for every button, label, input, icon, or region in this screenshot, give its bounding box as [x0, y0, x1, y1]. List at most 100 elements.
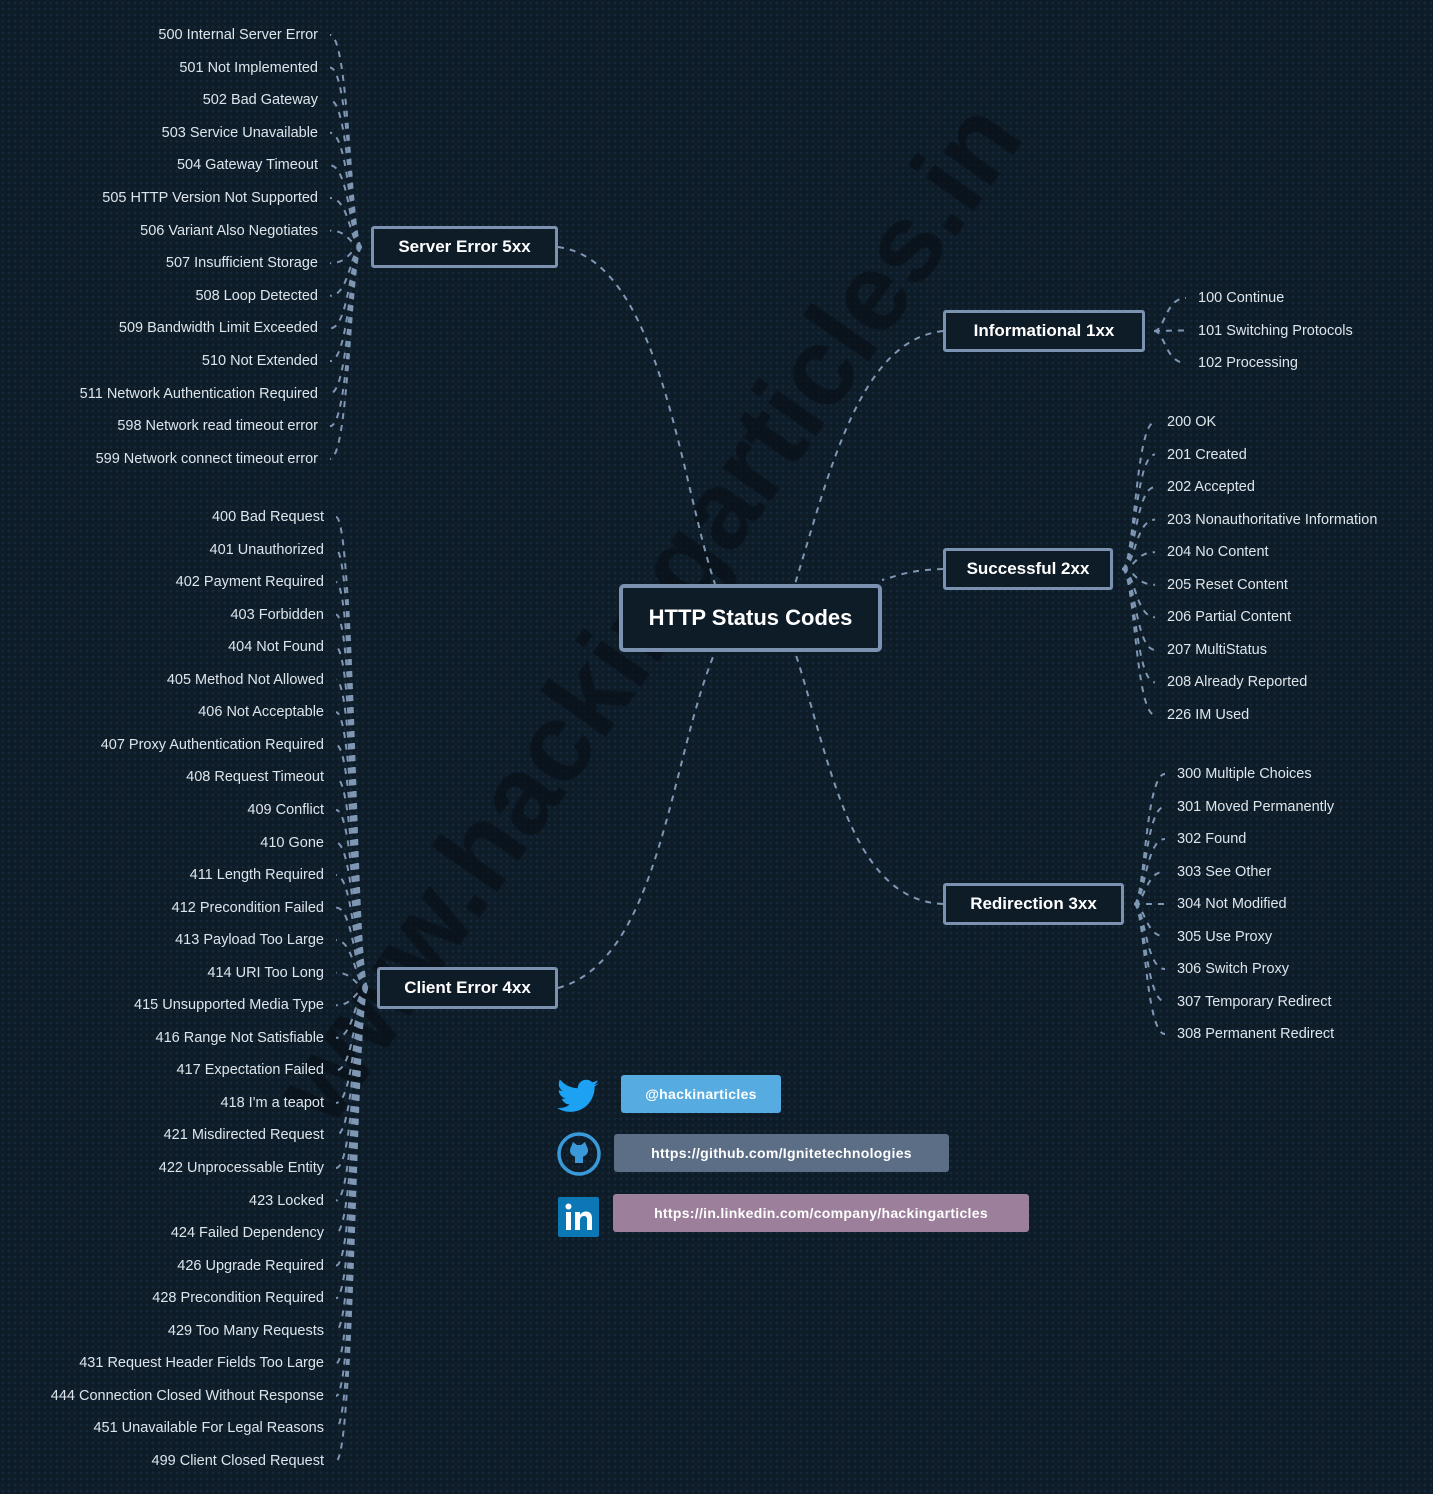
status-code-item[interactable]: 306 Switch Proxy	[1177, 961, 1290, 977]
status-code-item[interactable]: 506 Variant Also Negotiates	[140, 222, 318, 239]
node-redirection[interactable]: Redirection 3xx	[943, 883, 1124, 925]
status-code-item[interactable]: 203 Nonauthoritative Information	[1167, 511, 1378, 528]
item-connector	[335, 874, 369, 989]
status-code-item[interactable]: 202 Accepted	[1167, 479, 1255, 496]
status-code-item[interactable]: 406 Not Acceptable	[198, 704, 324, 721]
status-code-item[interactable]: 415 Unsupported Media Type	[134, 997, 324, 1014]
status-code-item[interactable]: 206 Partial Content	[1167, 609, 1292, 626]
status-code-item[interactable]: 502 Bad Gateway	[202, 92, 318, 109]
status-code-item[interactable]: 204 No Content	[1167, 544, 1269, 561]
item-connector	[335, 711, 369, 989]
item-connector	[335, 841, 369, 989]
item-connector	[335, 776, 369, 989]
status-code-item[interactable]: 504 Gateway Timeout	[176, 157, 318, 174]
connector-client	[557, 651, 716, 989]
status-code-item[interactable]: 501 Not Implemented	[179, 59, 318, 76]
item-connector	[1153, 330, 1187, 364]
status-code-item[interactable]: 302 Found	[1177, 831, 1247, 847]
status-code-item[interactable]: 402 Payment Required	[175, 574, 324, 591]
github-icon[interactable]	[556, 1131, 602, 1177]
status-code-item[interactable]: 226 IM Used	[1167, 706, 1250, 723]
node-server-error[interactable]: Server Error 5xx	[371, 226, 558, 268]
item-connector	[1121, 568, 1156, 619]
node-client-error[interactable]: Client Error 4xx	[377, 967, 558, 1009]
status-code-item[interactable]: 423 Locked	[249, 1192, 324, 1209]
node-successful[interactable]: Successful 2xx	[943, 548, 1113, 590]
status-code-item[interactable]: 414 URI Too Long	[207, 964, 324, 981]
status-code-item[interactable]: 102 Processing	[1198, 355, 1298, 371]
status-code-item[interactable]: 400 Bad Request	[211, 509, 324, 525]
status-code-item[interactable]: 444 Connection Closed Without Response	[50, 1387, 324, 1404]
status-code-item[interactable]: 101 Switching Protocols	[1198, 322, 1353, 339]
status-code-item[interactable]: 509 Bandwidth Limit Exceeded	[118, 320, 318, 337]
github-link[interactable]: https://github.com/Ignitetechnologies	[614, 1134, 949, 1172]
status-code-item[interactable]: 401 Unauthorized	[209, 541, 324, 558]
status-code-item[interactable]: 417 Expectation Failed	[176, 1062, 324, 1079]
item-connector	[335, 987, 369, 1462]
status-code-item[interactable]: 416 Range Not Satisfiable	[155, 1029, 324, 1046]
item-connector	[335, 987, 369, 1137]
status-code-item[interactable]: 499 Client Closed Request	[151, 1452, 325, 1469]
status-code-item[interactable]: 403 Forbidden	[230, 606, 324, 623]
status-code-item[interactable]: 410 Gone	[260, 834, 324, 851]
status-code-item[interactable]: 208 Already Reported	[1167, 674, 1308, 691]
status-code-item[interactable]: 511 Network Authentication Required	[79, 385, 318, 402]
item-connector	[1133, 903, 1166, 1003]
status-code-item[interactable]: 301 Moved Permanently	[1177, 798, 1335, 815]
central-node[interactable]: HTTP Status Codes	[619, 584, 882, 652]
status-code-item[interactable]: 500 Internal Server Error	[158, 27, 318, 43]
status-code-item[interactable]: 598 Network read timeout error	[117, 418, 318, 435]
status-code-item[interactable]: 200 OK	[1167, 414, 1217, 430]
status-code-item[interactable]: 507 Insufficient Storage	[165, 255, 318, 272]
status-code-item[interactable]: 308 Permanent Redirect	[1177, 1026, 1335, 1042]
item-connector	[329, 246, 363, 460]
item-connector	[1133, 870, 1166, 905]
status-code-item[interactable]: 100 Continue	[1198, 290, 1285, 306]
item-connector	[335, 987, 369, 1365]
twitter-link[interactable]: @hackinarticles	[621, 1075, 781, 1113]
status-code-item[interactable]: 508 Loop Detected	[195, 287, 318, 304]
status-code-item[interactable]: 201 Created	[1167, 446, 1247, 463]
status-code-item[interactable]: 304 Not Modified	[1177, 896, 1287, 912]
status-code-item[interactable]: 418 I'm a teapot	[220, 1094, 324, 1111]
status-code-item[interactable]: 409 Conflict	[247, 801, 324, 818]
status-code-item[interactable]: 205 Reset Content	[1167, 576, 1288, 593]
status-code-item[interactable]: 428 Precondition Required	[152, 1290, 324, 1307]
status-code-item[interactable]: 510 Not Extended	[201, 353, 318, 369]
status-code-item[interactable]: 207 MultiStatus	[1167, 641, 1267, 658]
status-code-item[interactable]: 429 Too Many Requests	[167, 1322, 324, 1339]
status-code-item[interactable]: 505 HTTP Version Not Supported	[102, 190, 318, 206]
status-code-item[interactable]: 421 Misdirected Request	[163, 1127, 324, 1144]
item-connector	[335, 987, 369, 1202]
node-informational[interactable]: Informational 1xx	[943, 310, 1145, 352]
connector-redirection	[794, 651, 944, 905]
status-code-item[interactable]: 424 Failed Dependency	[170, 1225, 324, 1242]
status-code-item[interactable]: 300 Multiple Choices	[1177, 766, 1312, 782]
status-code-item[interactable]: 599 Network connect timeout error	[95, 450, 318, 467]
item-connector	[329, 99, 363, 248]
status-code-item[interactable]: 408 Request Timeout	[186, 769, 324, 786]
status-code-item[interactable]: 405 Method Not Allowed	[166, 671, 324, 688]
status-code-item[interactable]: 303 See Other	[1177, 863, 1272, 880]
item-connector	[1133, 805, 1166, 905]
status-code-item[interactable]: 411 Length Required	[189, 867, 324, 884]
status-code-item[interactable]: 407 Proxy Authentication Required	[100, 736, 324, 753]
status-code-item[interactable]: 305 Use Proxy	[1177, 928, 1273, 945]
status-code-item[interactable]: 307 Temporary Redirect	[1177, 993, 1332, 1010]
status-code-item[interactable]: 422 Unprocessable Entity	[158, 1160, 324, 1176]
twitter-icon[interactable]	[557, 1078, 599, 1116]
item-connector	[1153, 329, 1187, 332]
item-connector	[329, 66, 363, 248]
item-connector	[1121, 453, 1156, 570]
item-connector	[1133, 903, 1166, 1035]
status-code-item[interactable]: 413 Payload Too Large	[175, 932, 324, 949]
status-code-item[interactable]: 451 Unavailable For Legal Reasons	[93, 1420, 324, 1437]
linkedin-icon[interactable]	[558, 1197, 599, 1237]
item-connector	[1153, 297, 1187, 332]
linkedin-link[interactable]: https://in.linkedin.com/company/hackinga…	[613, 1194, 1029, 1232]
status-code-item[interactable]: 404 Not Found	[228, 639, 324, 656]
status-code-item[interactable]: 503 Service Unavailable	[161, 124, 318, 141]
status-code-item[interactable]: 412 Precondition Failed	[171, 899, 324, 916]
status-code-item[interactable]: 426 Upgrade Required	[177, 1257, 324, 1274]
status-code-item[interactable]: 431 Request Header Fields Too Large	[79, 1355, 324, 1372]
